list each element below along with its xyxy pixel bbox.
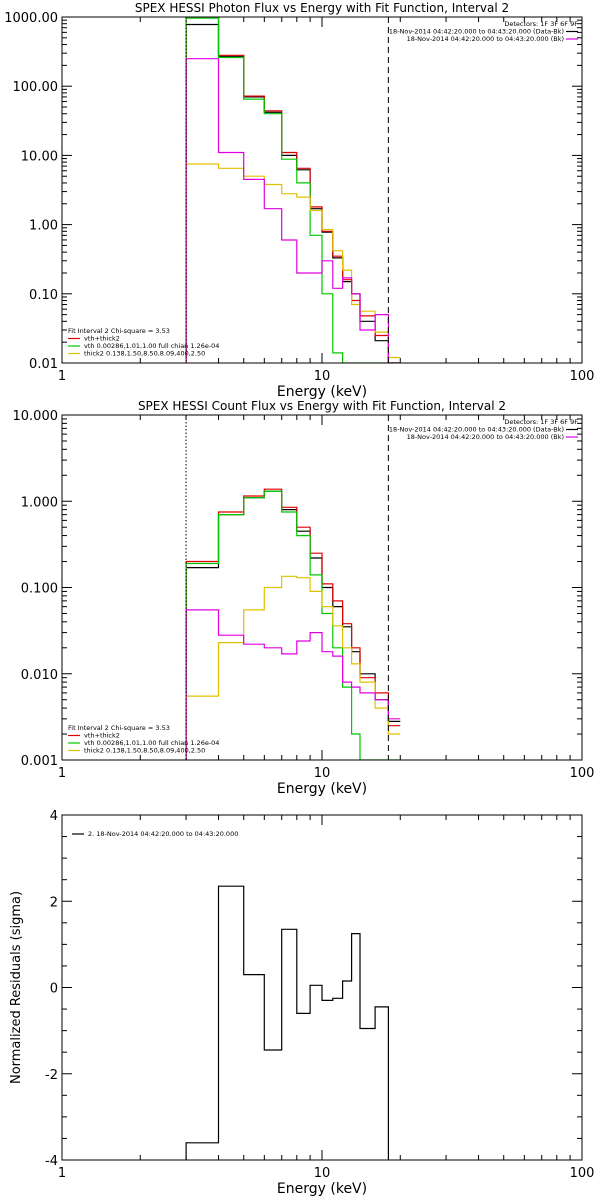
legend-entry: 18-Nov-2014 04:42:20.000 to 04:43:20.000… — [407, 35, 564, 43]
series-line-5 — [185, 609, 401, 760]
legend-entry: vth 0.00286,1.01,1.00 full chian 1.26e-0… — [84, 342, 219, 350]
panel-2: SPEX HESSI Count Flux vs Energy with Fit… — [13, 399, 595, 797]
series-line-4 — [185, 575, 401, 760]
series-line-4 — [185, 163, 401, 363]
y-tick-label: 0.01 — [29, 357, 58, 372]
y-tick-label: 2 — [50, 895, 58, 910]
panel-1: SPEX HESSI Photon Flux vs Energy with Fi… — [4, 1, 594, 400]
series-group — [185, 17, 401, 363]
legend-bottom-left: Fit Interval 2 Chi-square = 3.53vth+thic… — [68, 327, 219, 358]
y-tick-label: -2 — [45, 1068, 58, 1083]
legend-entry: 18-Nov-2014 04:42:20.000 to 04:43:20.000… — [389, 28, 564, 36]
legend-header: Fit Interval 2 Chi-square = 3.53 — [68, 327, 170, 335]
y-axis-label: Normalized Residuals (sigma) — [9, 891, 24, 1084]
x-axis: 1 10 100 Energy (keV) — [58, 17, 595, 400]
y-tick-label: 4 — [50, 809, 58, 824]
panel-3: 1 10 100 Energy (keV) -4 -2 0 2 4 Normalized Resi… — [9, 809, 594, 1197]
y-tick-label: 100.00 — [13, 80, 59, 95]
legend-top-left: 2. 18-Nov-2014 04:42:20.000 to 04:43:20.… — [72, 830, 238, 838]
series-line-1 — [185, 885, 389, 1160]
x-tick-label: 10 — [314, 766, 331, 781]
plot-frame — [61, 414, 583, 761]
x-axis-label: Energy (keV) — [277, 384, 367, 400]
y-axis: -4 -2 0 2 4 Normalized Residuals (sigma) — [9, 809, 582, 1169]
legend-entry: 2. 18-Nov-2014 04:42:20.000 to 04:43:20.… — [88, 830, 238, 838]
legend-entry: vth+thick2 — [84, 335, 120, 343]
y-tick-label: 0 — [50, 982, 58, 997]
y-tick-label: 10.00 — [21, 149, 58, 164]
y-tick-label: 0.100 — [21, 582, 58, 597]
y-tick-label: -4 — [45, 1154, 58, 1169]
legend-entry: 18-Nov-2014 04:42:20.000 to 04:43:20.000… — [407, 433, 564, 441]
series-line-3 — [185, 17, 401, 363]
x-tick-label: 100 — [570, 1166, 595, 1181]
legend-bottom-left: Fit Interval 2 Chi-square = 3.53vth+thic… — [68, 724, 219, 755]
x-tick-label: 1 — [58, 369, 66, 384]
y-tick-label: 1.000 — [21, 495, 58, 510]
series-group — [185, 488, 401, 760]
legend-entry: thick2 0.138,1.50,8.50,8.09,400,2.50 — [84, 747, 205, 755]
x-axis-label: Energy (keV) — [277, 781, 367, 797]
legend-entry: vth 0.00286,1.01,1.00 full chian 1.26e-0… — [84, 739, 219, 747]
y-tick-label: 0.10 — [29, 288, 58, 303]
y-axis: 0.01 0.10 1.00 10.00 100.00 1000.00 — [4, 11, 582, 372]
series-group — [185, 885, 389, 1160]
y-tick-label: 1.00 — [29, 219, 58, 234]
x-axis-label: Energy (keV) — [277, 1181, 367, 1197]
legend-header: Detectors: 1F 3F 6F 9F — [504, 20, 578, 28]
legend-entry: vth+thick2 — [84, 732, 120, 740]
series-line-3 — [185, 490, 401, 760]
x-tick-label: 1 — [58, 1166, 66, 1181]
x-axis: 1 10 100 Energy (keV) — [58, 815, 595, 1197]
y-tick-label: 1000.00 — [4, 11, 58, 26]
x-tick-label: 100 — [570, 766, 595, 781]
plot-frame — [61, 16, 583, 364]
legend-header: Fit Interval 2 Chi-square = 3.53 — [68, 724, 170, 732]
legend-header: Detectors: 1F 3F 6F 9F — [504, 418, 578, 426]
y-tick-label: 0.001 — [21, 754, 58, 769]
x-tick-label: 1 — [58, 766, 66, 781]
legend-entry: 18-Nov-2014 04:42:20.000 to 04:43:20.000… — [389, 426, 564, 434]
chart-title: SPEX HESSI Photon Flux vs Energy with Fi… — [135, 1, 509, 15]
y-tick-label: 10.000 — [13, 409, 59, 424]
x-tick-label: 10 — [314, 1166, 331, 1181]
series-line-5 — [185, 58, 401, 363]
legend-entry: thick2 0.138,1.50,8.50,8.09,400,2.50 — [84, 350, 205, 358]
chart-title: SPEX HESSI Count Flux vs Energy with Fit… — [138, 399, 506, 413]
x-tick-label: 100 — [570, 369, 595, 384]
x-tick-label: 10 — [314, 369, 331, 384]
y-tick-label: 0.010 — [21, 668, 58, 683]
plot-frame — [61, 814, 583, 1161]
y-axis: 0.001 0.010 0.100 1.000 10.000 — [13, 409, 582, 769]
